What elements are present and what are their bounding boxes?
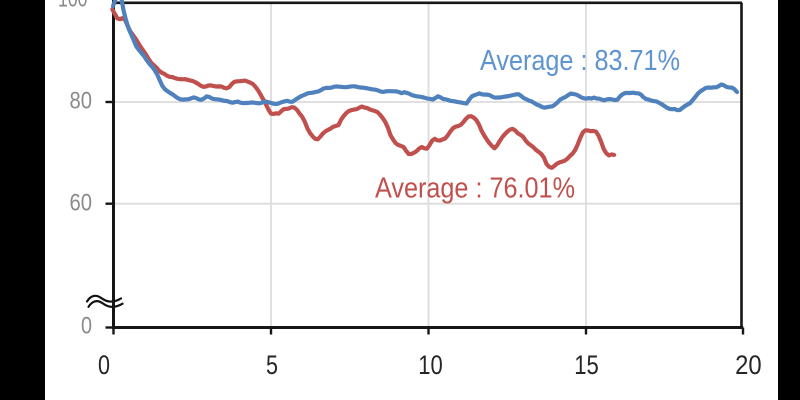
svg-text:80: 80 bbox=[70, 88, 93, 115]
svg-text:0: 0 bbox=[98, 350, 110, 380]
svg-text:5: 5 bbox=[266, 350, 278, 380]
svg-text:20: 20 bbox=[735, 350, 762, 380]
svg-text:15: 15 bbox=[574, 350, 599, 380]
svg-text:0: 0 bbox=[81, 312, 92, 339]
svg-text:10: 10 bbox=[418, 350, 443, 380]
svg-text:60: 60 bbox=[70, 189, 93, 216]
svg-text:Average : 76.01%: Average : 76.01% bbox=[375, 173, 575, 205]
svg-text:100: 100 bbox=[58, 0, 88, 13]
svg-text:Average : 83.71%: Average : 83.71% bbox=[480, 45, 680, 77]
